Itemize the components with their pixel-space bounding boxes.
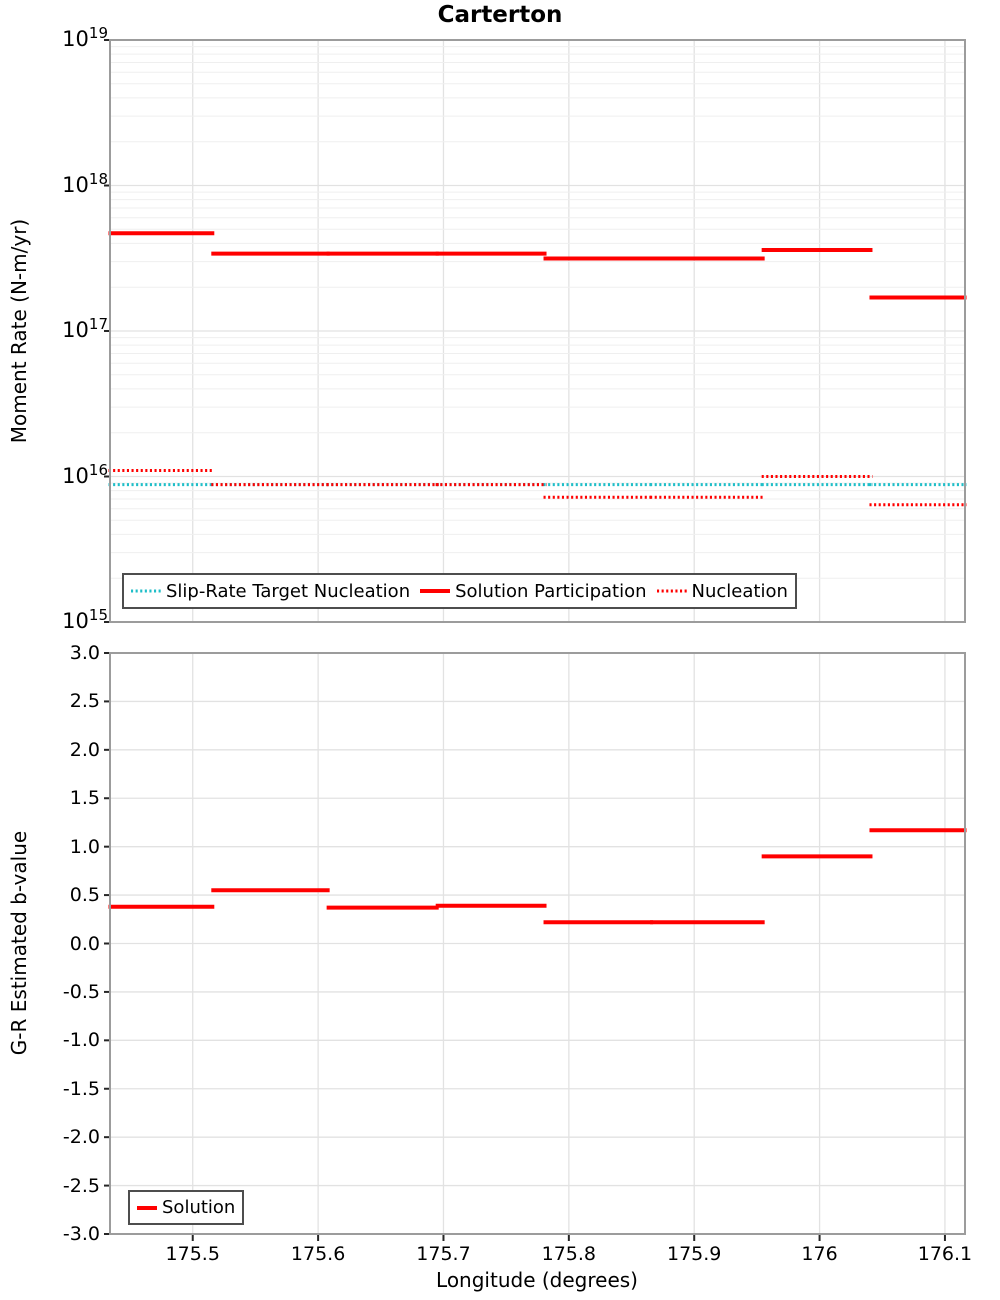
x-tick-label: 176 bbox=[801, 1243, 838, 1265]
y-tick-exponent: 18 bbox=[88, 169, 108, 188]
y-tick-label: -2.5 bbox=[62, 1174, 100, 1197]
top-y-axis-title: Moment Rate (N-m/yr) bbox=[7, 218, 31, 444]
top-legend: Slip-Rate Target Nucleation Solution Part… bbox=[122, 573, 797, 609]
y-tick-base: 10 bbox=[62, 463, 89, 488]
y-tick-label: -2.0 bbox=[62, 1126, 100, 1149]
top-plot-border bbox=[109, 39, 966, 623]
legend-item: Nucleation bbox=[656, 580, 788, 602]
legend-swatch-dotted bbox=[131, 589, 161, 593]
y-tick-label-log: 1017 bbox=[62, 315, 108, 343]
x-axis-title: Longitude (degrees) bbox=[436, 1268, 638, 1292]
legend-item: Solution Participation bbox=[420, 580, 647, 602]
y-tick-label: 2.5 bbox=[69, 690, 100, 713]
y-tick-base: 10 bbox=[62, 318, 89, 343]
y-tick-label-log: 1018 bbox=[62, 169, 108, 197]
x-tick-label: 175.5 bbox=[165, 1243, 220, 1265]
y-tick-base: 10 bbox=[62, 27, 89, 52]
y-tick-label: 2.0 bbox=[69, 738, 100, 761]
y-tick-exponent: 19 bbox=[88, 24, 108, 43]
legend-label: Slip-Rate Target Nucleation bbox=[166, 580, 411, 602]
y-tick-label: 0.5 bbox=[69, 884, 100, 907]
x-tick-label: 176.1 bbox=[917, 1243, 973, 1265]
bottom-y-axis-title: G-R Estimated b-value bbox=[7, 830, 31, 1056]
y-tick-label: 3.0 bbox=[69, 642, 100, 664]
legend-item: Solution bbox=[137, 1197, 235, 1218]
x-tick-label: 175.6 bbox=[290, 1243, 346, 1265]
y-tick-label-log: 1019 bbox=[62, 24, 108, 52]
legend-label: Solution Participation bbox=[455, 580, 647, 602]
y-tick-label: -1.0 bbox=[62, 1029, 100, 1052]
y-tick-label-log: 1015 bbox=[62, 606, 108, 634]
chart-title: Carterton bbox=[437, 2, 563, 28]
y-tick-label: 1.0 bbox=[69, 835, 100, 858]
x-tick-label: 175.7 bbox=[416, 1243, 471, 1265]
legend-label: Solution bbox=[162, 1197, 236, 1218]
legend-swatch-dotted bbox=[656, 589, 687, 593]
x-tick-label: 175.9 bbox=[667, 1243, 722, 1265]
y-tick-exponent: 17 bbox=[88, 315, 108, 334]
y-tick-label: 1.5 bbox=[69, 787, 100, 810]
legend-swatch-solid bbox=[420, 589, 451, 593]
y-tick-base: 10 bbox=[62, 609, 89, 634]
legend-item: Slip-Rate Target Nucleation bbox=[131, 581, 410, 602]
y-tick-label: 0.0 bbox=[69, 932, 100, 955]
y-tick-base: 10 bbox=[62, 172, 89, 197]
y-tick-label: -3.0 bbox=[62, 1223, 100, 1245]
legend-label: Nucleation bbox=[691, 580, 788, 602]
y-tick-exponent: 15 bbox=[88, 606, 108, 625]
y-tick-label-log: 1016 bbox=[62, 460, 108, 488]
legend-swatch-solid bbox=[137, 1205, 157, 1210]
y-tick-label: -0.5 bbox=[62, 980, 100, 1003]
x-tick-label: 175.8 bbox=[541, 1243, 597, 1265]
y-tick-label: -1.5 bbox=[62, 1077, 100, 1100]
y-tick-exponent: 16 bbox=[88, 460, 108, 479]
bottom-plot-border bbox=[109, 652, 966, 1235]
bottom-legend: Solution bbox=[128, 1190, 245, 1225]
